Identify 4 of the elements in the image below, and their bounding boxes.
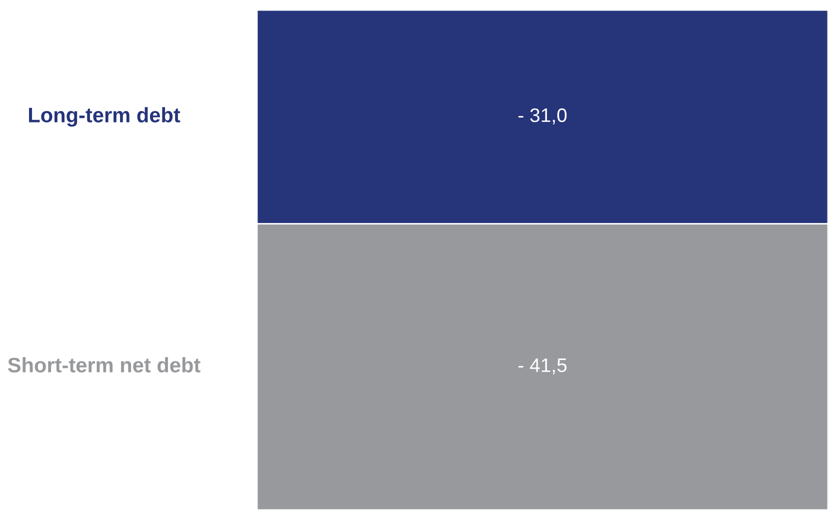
text: Short-term net debt	[8, 357, 200, 372]
data-label: - 31,0	[518, 108, 567, 124]
data-label: - 41,5	[518, 358, 567, 374]
text: Long-term debt	[29, 107, 180, 127]
